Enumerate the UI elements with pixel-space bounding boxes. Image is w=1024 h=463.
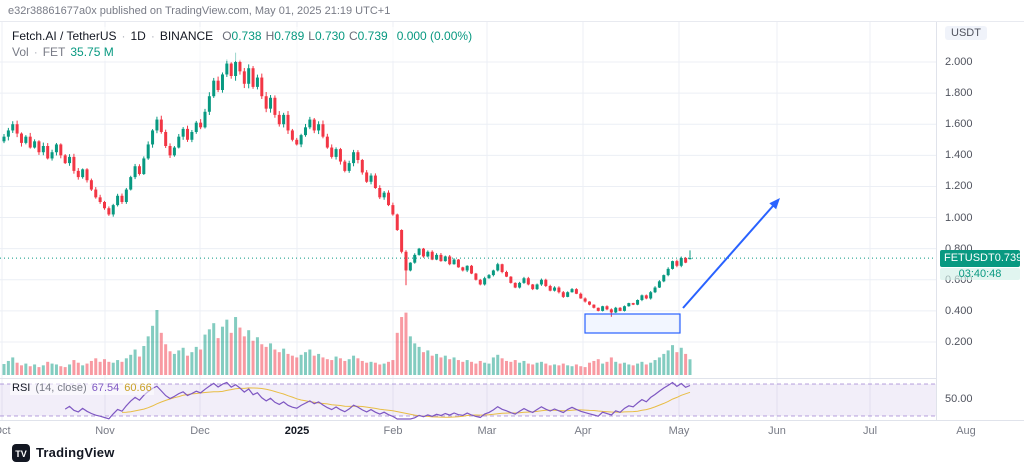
symbol-legend: Fetch.AI / TetherUS · 1D · BINANCE O0.73…	[10, 27, 475, 61]
rsi-band	[0, 384, 936, 416]
change-value: 0.000 (0.00%)	[396, 29, 473, 43]
price-pane[interactable]: Fetch.AI / TetherUS · 1D · BINANCE O0.73…	[0, 22, 936, 378]
price-tick-label: 2.000	[945, 55, 973, 68]
legend-row-volume: Vol · FET 35.75 M	[12, 44, 472, 60]
ohlc-number: 0.789	[274, 29, 305, 43]
svg-text:TV: TV	[15, 449, 27, 459]
ohlc-letter: O	[222, 29, 232, 43]
price-tick-label: 1.200	[945, 180, 973, 193]
bar-countdown: 03:40:48	[940, 267, 1020, 280]
time-axis-label: Jun	[768, 425, 786, 437]
time-axis-label: Feb	[383, 425, 403, 437]
publish-info-bar: e32r38861677a0x published on TradingView…	[0, 0, 1024, 22]
timeframe-label[interactable]: 1D	[130, 29, 146, 43]
candles	[2, 52, 692, 317]
badge-price: 0.739	[994, 252, 1023, 265]
currency-label[interactable]: USDT	[945, 26, 987, 40]
rsi-chart-svg[interactable]	[0, 379, 936, 421]
footer-bar: TV TradingView	[0, 442, 1024, 463]
trend-arrow[interactable]	[682, 202, 777, 309]
volume-value: 35.75 M	[70, 45, 114, 59]
price-tick-label: 1.400	[945, 149, 973, 162]
price-axis[interactable]: USDT FETUSDT 0.739 03:40:48 50.00 2.000 1…	[936, 22, 1024, 420]
time-axis-label: 2025	[284, 425, 310, 437]
drawing-annotations	[584, 198, 780, 334]
ohlc-letter: H	[265, 29, 275, 43]
rsi-title[interactable]: RSI	[12, 382, 31, 394]
gridlines	[0, 22, 936, 378]
tradingview-logo-icon[interactable]: TV	[12, 443, 30, 462]
tradingview-wordmark[interactable]: TradingView	[36, 445, 115, 460]
legend-separator: ·	[121, 29, 126, 43]
publish-info-text: e32r38861677a0x published on TradingView…	[8, 4, 391, 17]
volume-symbol: FET	[42, 45, 66, 59]
time-axis-label: Mar	[477, 425, 497, 437]
ohlc-values: O0.738 H0.789 L0.730 C0.739	[218, 28, 388, 44]
ohlc-number: 0.730	[314, 29, 345, 43]
price-tick-label: 0.400	[945, 304, 973, 317]
legend-separator: ·	[33, 45, 38, 59]
time-axis-label: Aug	[956, 425, 976, 437]
legend-separator: ·	[150, 29, 155, 43]
ohlc-number: 0.739	[357, 29, 388, 43]
time-axis-label: Apr	[574, 425, 592, 437]
time-axis-label: May	[668, 425, 690, 437]
rsi-axis-label: 50.00	[945, 393, 973, 405]
time-axis-label: Jul	[862, 425, 878, 437]
symbol-name[interactable]: Fetch.AI / TetherUS	[12, 29, 117, 43]
price-tick-label: 0.200	[945, 336, 973, 348]
rsi-ma-line	[121, 387, 691, 418]
rsi-pane[interactable]: RSI (14, close) 67.54 60.66	[0, 378, 936, 421]
time-axis-label: Dec	[190, 425, 210, 437]
time-axis-label: Nov	[95, 425, 115, 437]
time-axis[interactable]: Oct Nov Dec 2025 Feb Mar Apr May Jun Jul Aug	[0, 420, 1024, 443]
rsi-line	[64, 381, 691, 420]
rsi-legend: RSI (14, close) 67.54 60.66	[10, 381, 154, 395]
price-tick-label: 1.800	[945, 87, 973, 100]
candlestick-chart-svg[interactable]	[0, 22, 936, 378]
support-zone-rectangle[interactable]	[584, 313, 681, 334]
rsi-value: 67.54	[91, 382, 120, 394]
ohlc-letter: C	[348, 29, 358, 43]
ohlc-letter: L	[308, 29, 315, 43]
last-price-badge: FETUSDT 0.739	[940, 249, 1023, 267]
ohlc-number: 0.738	[231, 29, 262, 43]
price-tick-label: 1.600	[945, 118, 973, 131]
time-axis-label: Oct	[0, 425, 11, 437]
trend-arrow-head	[769, 198, 780, 210]
volume-label[interactable]: Vol	[12, 45, 29, 59]
volume-bars	[2, 310, 692, 375]
rsi-params: (14, close)	[35, 382, 87, 394]
badge-symbol: FETUSDT	[944, 252, 995, 265]
legend-row-main: Fetch.AI / TetherUS · 1D · BINANCE O0.73…	[12, 28, 472, 44]
exchange-label[interactable]: BINANCE	[159, 29, 214, 43]
price-tick-label: 1.000	[945, 211, 973, 224]
rsi-ma-value: 60.66	[124, 382, 152, 394]
